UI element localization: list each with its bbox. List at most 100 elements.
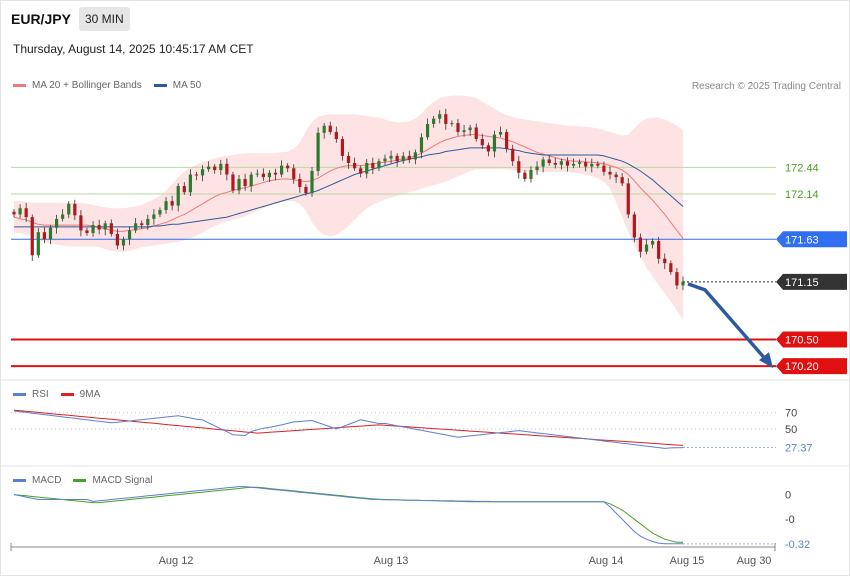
candle bbox=[207, 166, 211, 170]
candle bbox=[54, 218, 59, 228]
candle bbox=[194, 174, 199, 176]
candle bbox=[298, 178, 302, 187]
candle bbox=[669, 263, 673, 273]
candle bbox=[541, 159, 545, 167]
candle bbox=[121, 239, 126, 246]
candle bbox=[280, 165, 284, 175]
candle bbox=[638, 237, 643, 252]
bollinger-band bbox=[14, 95, 683, 320]
candle bbox=[73, 203, 77, 216]
candle bbox=[644, 244, 649, 252]
candle bbox=[91, 225, 95, 234]
macd-last-label: -0.32 bbox=[785, 539, 810, 551]
candle bbox=[219, 163, 223, 171]
candle bbox=[517, 161, 521, 173]
candle bbox=[225, 163, 229, 175]
candle bbox=[67, 203, 71, 215]
candle bbox=[346, 155, 351, 163]
candle bbox=[413, 152, 417, 160]
candle bbox=[286, 165, 290, 169]
level-label-170-20: 170.20 bbox=[785, 361, 819, 373]
candle bbox=[97, 225, 101, 230]
candle bbox=[170, 201, 174, 206]
level-label-171-15: 171.15 bbox=[785, 277, 819, 289]
candle bbox=[176, 186, 180, 206]
level-label-172-14: 172.14 bbox=[785, 189, 819, 201]
candle bbox=[359, 168, 363, 174]
candle bbox=[468, 127, 472, 131]
candle bbox=[188, 174, 192, 193]
macd-line bbox=[13, 486, 683, 545]
candle bbox=[140, 223, 144, 226]
symbol-title: EUR/JPY bbox=[11, 11, 71, 27]
candle bbox=[474, 127, 478, 140]
candle bbox=[681, 281, 685, 286]
candle bbox=[590, 163, 594, 167]
candle bbox=[407, 155, 411, 160]
price-legend: MA 20 + Bollinger Bands MA 50 bbox=[13, 80, 201, 91]
candle bbox=[456, 123, 460, 132]
credit-label: Research © 2025 Trading Central bbox=[691, 81, 841, 92]
candle bbox=[547, 159, 551, 163]
candle bbox=[36, 232, 40, 256]
candle bbox=[30, 217, 34, 256]
candle bbox=[340, 139, 345, 156]
rsi-legend-label: RSI bbox=[32, 389, 49, 400]
candle bbox=[310, 170, 314, 194]
candle bbox=[535, 166, 539, 171]
level-tag-171-63 bbox=[776, 231, 847, 248]
candle bbox=[675, 272, 679, 286]
candle bbox=[614, 174, 618, 178]
macd-tick-neg-zero: -0 bbox=[785, 514, 795, 526]
candle bbox=[334, 131, 338, 140]
candle bbox=[395, 155, 399, 162]
candle bbox=[261, 173, 265, 178]
candle bbox=[103, 223, 107, 230]
candle bbox=[249, 174, 253, 187]
rsi9ma-swatch bbox=[60, 393, 74, 396]
rsi-level-label: 50 bbox=[785, 424, 797, 436]
macd-signal-line bbox=[13, 486, 683, 543]
candle bbox=[322, 125, 326, 133]
candle bbox=[115, 233, 119, 246]
candle bbox=[650, 241, 655, 245]
candle bbox=[243, 178, 247, 187]
rsi-line bbox=[13, 410, 684, 449]
level-label-172-44: 172.44 bbox=[785, 162, 819, 174]
rsi-9ma-line bbox=[13, 409, 684, 446]
candle bbox=[602, 165, 606, 172]
candle bbox=[389, 155, 393, 159]
candle bbox=[620, 177, 624, 184]
candle bbox=[462, 130, 466, 132]
candle bbox=[24, 208, 28, 218]
candle bbox=[85, 230, 89, 234]
ma20-legend-label: MA 20 + Bollinger Bands bbox=[32, 80, 142, 91]
x-axis: Aug 12 Aug 13 Aug 14 Aug 15 Aug 30 bbox=[10, 543, 776, 567]
candle bbox=[146, 218, 150, 226]
candle bbox=[505, 131, 509, 149]
ma50-legend-label: MA 50 bbox=[172, 80, 202, 91]
macd-signal-legend-label: MACD Signal bbox=[92, 475, 153, 486]
candle bbox=[231, 174, 235, 191]
timeframe-badge[interactable]: 30 MIN bbox=[79, 7, 130, 31]
candle bbox=[12, 211, 16, 215]
candle bbox=[328, 125, 332, 132]
datetime-label: Thursday, August 14, 2025 10:45:17 AM CE… bbox=[13, 42, 254, 56]
candle bbox=[255, 173, 259, 175]
level-tag-171-15 bbox=[776, 273, 847, 290]
candle bbox=[79, 215, 83, 231]
macd-tick-zero: 0 bbox=[785, 490, 791, 502]
ma50-swatch bbox=[153, 84, 167, 87]
candle bbox=[182, 186, 186, 193]
rsi-swatch bbox=[13, 393, 26, 396]
candle bbox=[109, 223, 113, 234]
macd-legend-label: MACD bbox=[32, 475, 62, 486]
candle bbox=[377, 161, 381, 169]
level-label-171-63: 171.63 bbox=[785, 234, 819, 246]
candle bbox=[432, 118, 436, 124]
candle bbox=[596, 163, 600, 166]
candle bbox=[444, 114, 448, 124]
candle bbox=[237, 178, 241, 191]
candle bbox=[18, 208, 22, 215]
